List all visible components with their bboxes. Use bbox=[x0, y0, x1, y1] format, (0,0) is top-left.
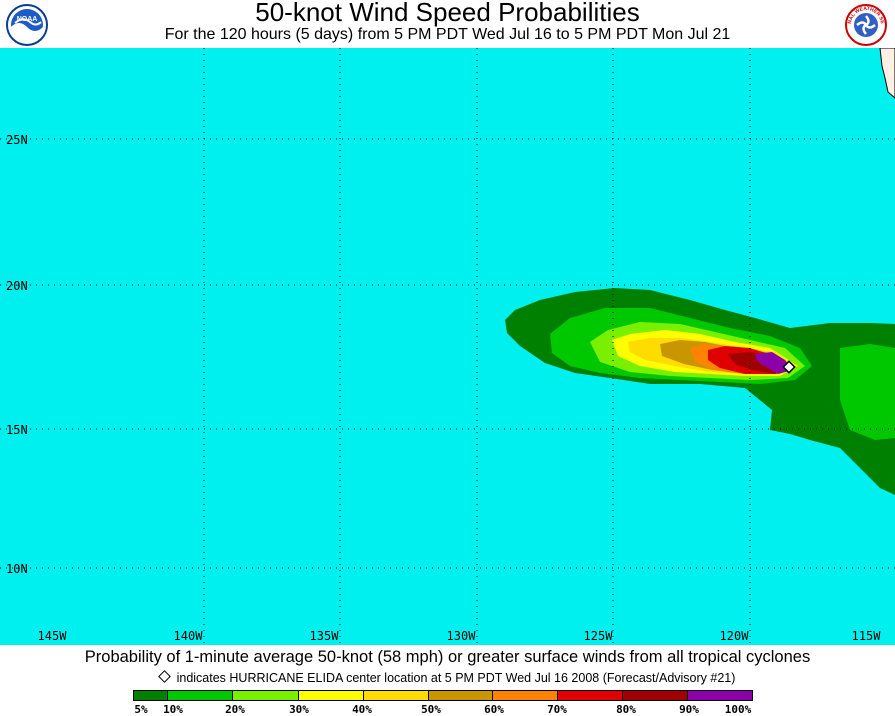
lon-label-145w: 145W bbox=[38, 629, 68, 643]
page-title: 50-knot Wind Speed Probabilities bbox=[255, 0, 640, 27]
lon-label-120w: 120W bbox=[720, 629, 750, 643]
diamond-icon bbox=[157, 670, 171, 683]
lat-label-15n: 15N bbox=[6, 423, 28, 437]
land-baja bbox=[879, 48, 895, 99]
legend-tick-40: 40% bbox=[352, 703, 372, 716]
legend-tick-80: 80% bbox=[616, 703, 636, 716]
legend-swatch-60-70 bbox=[492, 690, 558, 701]
storm-center-note-text: indicates HURRICANE ELIDA center locatio… bbox=[176, 671, 736, 685]
noaa-logo: NOAA bbox=[6, 4, 48, 46]
legend-swatch-10-20 bbox=[167, 690, 233, 701]
storm-center-note: indicates HURRICANE ELIDA center locatio… bbox=[0, 670, 895, 686]
legend-tick-20: 20% bbox=[225, 703, 245, 716]
contour-5-10-east bbox=[840, 344, 895, 440]
lon-label-135w: 135W bbox=[310, 629, 340, 643]
legend-tick-90: 90% bbox=[679, 703, 699, 716]
legend-tick-70: 70% bbox=[547, 703, 567, 716]
legend-swatch-70-80 bbox=[557, 690, 623, 701]
probability-legend: 5% 10% 20% 30% 40% 50% 60% 70% 80% 90% 1… bbox=[0, 690, 895, 716]
legend-swatch-5-10 bbox=[133, 690, 168, 701]
legend-swatch-90-100 bbox=[687, 690, 753, 701]
legend-swatch-40-50 bbox=[363, 690, 429, 701]
page-subtitle: For the 120 hours (5 days) from 5 PM PDT… bbox=[164, 26, 731, 43]
lat-label-20n: 20N bbox=[6, 279, 28, 293]
legend-tick-50: 50% bbox=[421, 703, 441, 716]
legend-tick-5: 5% bbox=[134, 703, 148, 716]
legend-swatch-80-90 bbox=[622, 690, 688, 701]
lon-label-130w: 130W bbox=[447, 629, 477, 643]
lat-label-10n: 10N bbox=[6, 562, 28, 576]
legend-swatch-50-60 bbox=[428, 690, 493, 701]
legend-swatch-20-30 bbox=[232, 690, 299, 701]
legend-swatch-30-40 bbox=[298, 690, 364, 701]
lon-label-115w: 115W bbox=[852, 629, 882, 643]
map-footer: Probability of 1-minute average 50-knot … bbox=[0, 645, 895, 716]
noaa-logo-text: NOAA bbox=[17, 16, 38, 23]
nws-logo: NATIONAL WEATHER SERVICE bbox=[843, 0, 887, 46]
legend-tick-10: 10% bbox=[163, 703, 183, 716]
lon-label-140w: 140W bbox=[174, 629, 204, 643]
lat-label-25n: 25N bbox=[6, 133, 28, 147]
legend-tick-60: 60% bbox=[484, 703, 504, 716]
map-header: NOAA 50-knot Wind Speed Probabilities Fo… bbox=[0, 0, 895, 50]
contour-90-100 bbox=[755, 352, 793, 374]
probability-map: 25N 20N 15N 10N 145W 140W 135W 130W 125W… bbox=[0, 48, 895, 645]
legend-tick-30: 30% bbox=[289, 703, 309, 716]
probability-caption: Probability of 1-minute average 50-knot … bbox=[84, 648, 811, 666]
lon-label-125w: 125W bbox=[584, 629, 614, 643]
storm-center-marker bbox=[782, 360, 796, 374]
legend-tick-100: 100% bbox=[724, 703, 752, 716]
